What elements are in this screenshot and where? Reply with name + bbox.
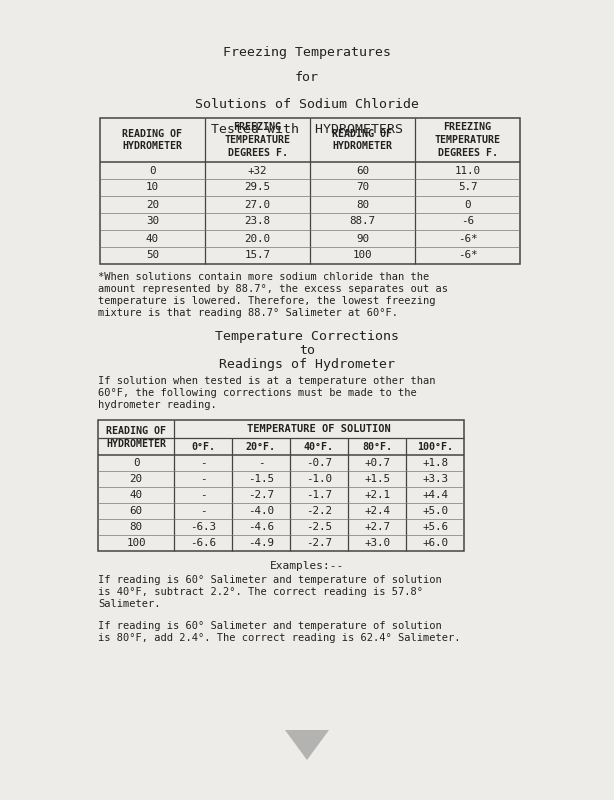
Text: 80: 80 bbox=[130, 522, 142, 532]
Text: 40: 40 bbox=[130, 490, 142, 500]
Text: 23.8: 23.8 bbox=[244, 217, 271, 226]
Text: -2.2: -2.2 bbox=[306, 506, 332, 516]
Text: 50: 50 bbox=[146, 250, 159, 261]
Text: 60: 60 bbox=[356, 166, 369, 175]
Text: 29.5: 29.5 bbox=[244, 182, 271, 193]
Text: -6.3: -6.3 bbox=[190, 522, 216, 532]
Text: -: - bbox=[200, 474, 206, 484]
Text: is 40°F, subtract 2.2°. The correct reading is 57.8°: is 40°F, subtract 2.2°. The correct read… bbox=[98, 587, 423, 597]
Text: +0.7: +0.7 bbox=[364, 458, 390, 468]
Text: If reading is 60° Salimeter and temperature of solution: If reading is 60° Salimeter and temperat… bbox=[98, 621, 441, 631]
Text: -1.5: -1.5 bbox=[248, 474, 274, 484]
Text: -4.6: -4.6 bbox=[248, 522, 274, 532]
Text: +2.1: +2.1 bbox=[364, 490, 390, 500]
Text: 20°F.: 20°F. bbox=[246, 442, 276, 451]
Text: Tested with  HYDROMETERS: Tested with HYDROMETERS bbox=[211, 123, 403, 137]
Text: -6.6: -6.6 bbox=[190, 538, 216, 548]
Text: +5.6: +5.6 bbox=[422, 522, 448, 532]
Text: 100: 100 bbox=[126, 538, 146, 548]
Text: 0: 0 bbox=[464, 199, 471, 210]
Text: -2.7: -2.7 bbox=[306, 538, 332, 548]
Text: FREEZING
TEMPERATURE
DEGREES F.: FREEZING TEMPERATURE DEGREES F. bbox=[225, 122, 290, 158]
Text: 30: 30 bbox=[146, 217, 159, 226]
Text: 20: 20 bbox=[130, 474, 142, 484]
Text: +2.7: +2.7 bbox=[364, 522, 390, 532]
Text: +4.4: +4.4 bbox=[422, 490, 448, 500]
Text: -4.9: -4.9 bbox=[248, 538, 274, 548]
Text: -6*: -6* bbox=[458, 250, 477, 261]
Text: to: to bbox=[299, 344, 315, 357]
Text: -: - bbox=[200, 506, 206, 516]
Text: 10: 10 bbox=[146, 182, 159, 193]
Text: 100°F.: 100°F. bbox=[417, 442, 453, 451]
Text: 70: 70 bbox=[356, 182, 369, 193]
Text: If solution when tested is at a temperature other than: If solution when tested is at a temperat… bbox=[98, 376, 435, 386]
Text: 11.0: 11.0 bbox=[454, 166, 481, 175]
Text: 90: 90 bbox=[356, 234, 369, 243]
Bar bbox=[100, 118, 520, 264]
Text: Readings of Hydrometer: Readings of Hydrometer bbox=[219, 358, 395, 371]
Text: 15.7: 15.7 bbox=[244, 250, 271, 261]
Text: -6: -6 bbox=[461, 217, 474, 226]
Text: 40: 40 bbox=[146, 234, 159, 243]
Text: -: - bbox=[258, 458, 264, 468]
Text: 60: 60 bbox=[130, 506, 142, 516]
Text: 80°F.: 80°F. bbox=[362, 442, 392, 451]
Text: Examples:--: Examples:-- bbox=[270, 561, 344, 571]
Text: +5.0: +5.0 bbox=[422, 506, 448, 516]
Text: hydrometer reading.: hydrometer reading. bbox=[98, 400, 217, 410]
Text: -1.0: -1.0 bbox=[306, 474, 332, 484]
Text: 20.0: 20.0 bbox=[244, 234, 271, 243]
Text: READING OF
HYDROMETER: READING OF HYDROMETER bbox=[333, 129, 392, 151]
Polygon shape bbox=[285, 730, 329, 760]
Text: -: - bbox=[200, 490, 206, 500]
Text: amount represented by 88.7°, the excess separates out as: amount represented by 88.7°, the excess … bbox=[98, 284, 448, 294]
Text: for: for bbox=[295, 71, 319, 84]
Text: +3.3: +3.3 bbox=[422, 474, 448, 484]
Text: 100: 100 bbox=[353, 250, 372, 261]
Text: +32: +32 bbox=[248, 166, 267, 175]
Text: READING OF
HYDROMETER: READING OF HYDROMETER bbox=[123, 129, 182, 151]
Text: 0: 0 bbox=[149, 166, 156, 175]
Text: READING OF
HYDROMETER: READING OF HYDROMETER bbox=[106, 426, 166, 449]
Text: +3.0: +3.0 bbox=[364, 538, 390, 548]
Text: 5.7: 5.7 bbox=[458, 182, 477, 193]
Bar bbox=[98, 420, 464, 551]
Text: -6*: -6* bbox=[458, 234, 477, 243]
Text: -0.7: -0.7 bbox=[306, 458, 332, 468]
Text: -1.7: -1.7 bbox=[306, 490, 332, 500]
Text: temperature is lowered. Therefore, the lowest freezing: temperature is lowered. Therefore, the l… bbox=[98, 296, 435, 306]
Text: 40°F.: 40°F. bbox=[304, 442, 334, 451]
Text: Salimeter.: Salimeter. bbox=[98, 599, 160, 609]
Text: 88.7: 88.7 bbox=[349, 217, 376, 226]
Text: 80: 80 bbox=[356, 199, 369, 210]
Text: 0: 0 bbox=[133, 458, 139, 468]
Text: 27.0: 27.0 bbox=[244, 199, 271, 210]
Text: +1.8: +1.8 bbox=[422, 458, 448, 468]
Text: If reading is 60° Salimeter and temperature of solution: If reading is 60° Salimeter and temperat… bbox=[98, 575, 441, 585]
Text: 60°F, the following corrections must be made to the: 60°F, the following corrections must be … bbox=[98, 388, 417, 398]
Text: +6.0: +6.0 bbox=[422, 538, 448, 548]
Text: Solutions of Sodium Chloride: Solutions of Sodium Chloride bbox=[195, 98, 419, 110]
Text: Temperature Corrections: Temperature Corrections bbox=[215, 330, 399, 343]
Text: TEMPERATURE OF SOLUTION: TEMPERATURE OF SOLUTION bbox=[247, 424, 391, 434]
Text: +2.4: +2.4 bbox=[364, 506, 390, 516]
Text: -2.7: -2.7 bbox=[248, 490, 274, 500]
Text: is 80°F, add 2.4°. The correct reading is 62.4° Salimeter.: is 80°F, add 2.4°. The correct reading i… bbox=[98, 633, 460, 643]
Text: FREEZING
TEMPERATURE
DEGREES F.: FREEZING TEMPERATURE DEGREES F. bbox=[435, 122, 500, 158]
Text: 0°F.: 0°F. bbox=[191, 442, 215, 451]
Text: -4.0: -4.0 bbox=[248, 506, 274, 516]
Text: *When solutions contain more sodium chloride than the: *When solutions contain more sodium chlo… bbox=[98, 272, 429, 282]
Text: -2.5: -2.5 bbox=[306, 522, 332, 532]
Text: -: - bbox=[200, 458, 206, 468]
Text: 20: 20 bbox=[146, 199, 159, 210]
Text: mixture is that reading 88.7° Salimeter at 60°F.: mixture is that reading 88.7° Salimeter … bbox=[98, 308, 398, 318]
Text: Freezing Temperatures: Freezing Temperatures bbox=[223, 46, 391, 59]
Text: +1.5: +1.5 bbox=[364, 474, 390, 484]
